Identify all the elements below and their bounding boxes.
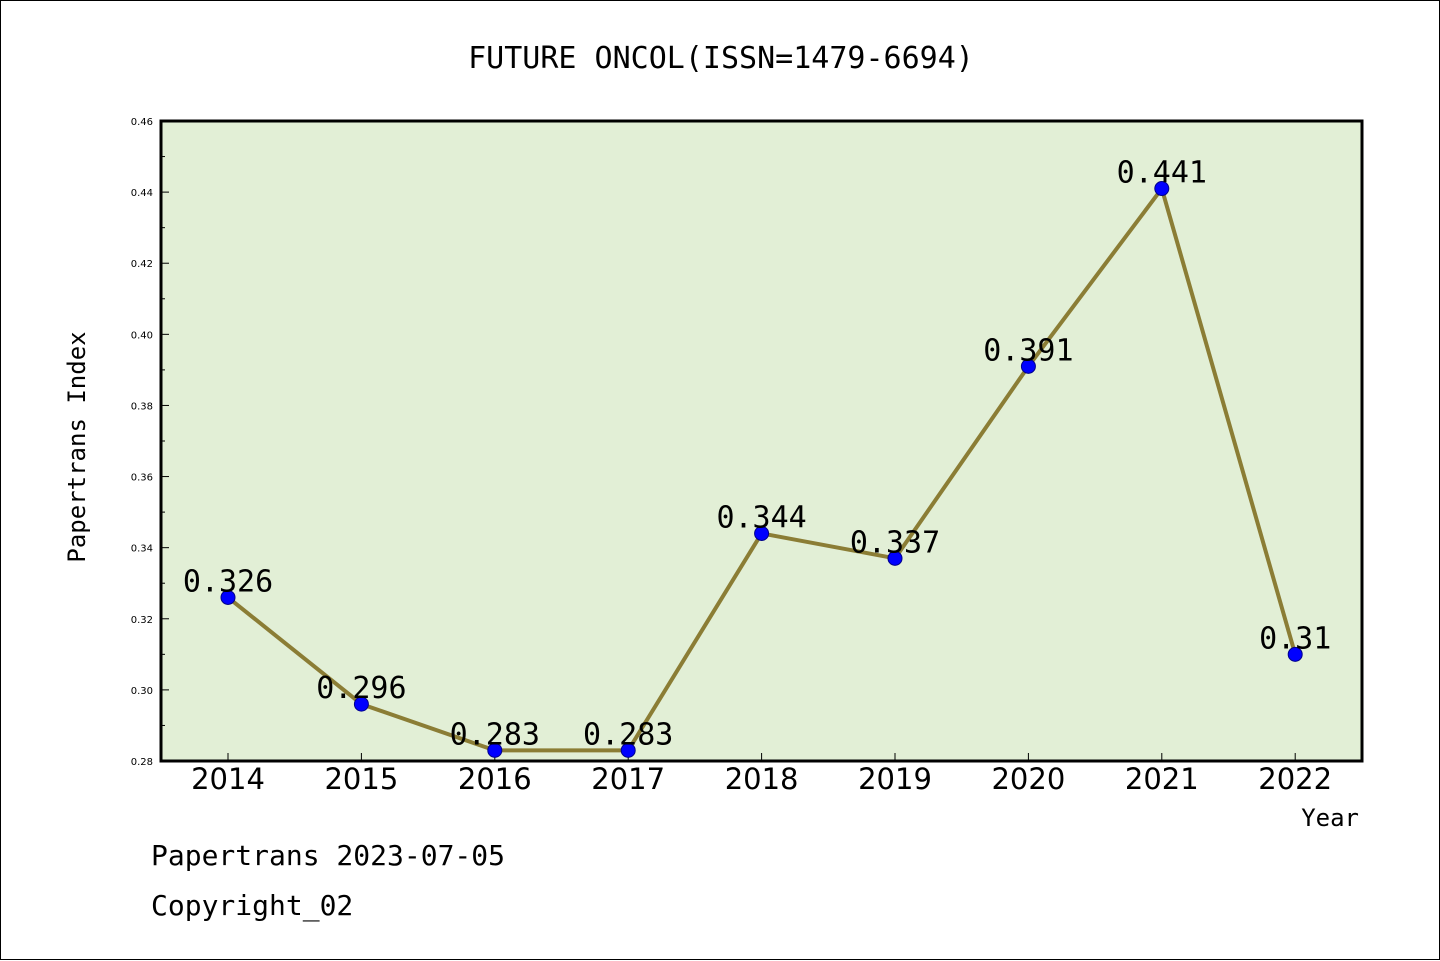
x-tick-label: 2015 xyxy=(324,762,398,796)
y-tick-label: 0.34 xyxy=(131,544,153,555)
data-label: 0.441 xyxy=(1117,156,1207,191)
data-point xyxy=(1287,646,1303,662)
y-axis-label: Papertrans Index xyxy=(63,331,91,562)
y-tick-label: 0.28 xyxy=(131,757,153,768)
y-tick-label: 0.38 xyxy=(131,401,153,412)
data-label: 0.337 xyxy=(850,525,940,560)
data-point xyxy=(620,742,636,758)
y-tick-label: 0.42 xyxy=(131,259,153,270)
data-point xyxy=(1154,181,1170,197)
data-point xyxy=(487,742,503,758)
y-tick-label: 0.36 xyxy=(131,473,153,484)
x-axis: 2014 2015 2016 2017 2018 2019 2020 2021 2022 xyxy=(191,753,1332,796)
data-label: 0.326 xyxy=(183,564,273,599)
y-tick-label: 0.44 xyxy=(131,188,153,199)
footer-copyright: Copyright_02 xyxy=(151,889,353,923)
chart-title: FUTURE ONCOL(ISSN=1479-6694) xyxy=(468,41,974,76)
y-axis: 0.28 0.30 0.32 0.34 0.36 0.38 0.40 0.42 0.44 0.46 xyxy=(131,117,169,768)
x-tick-label: 2022 xyxy=(1258,762,1332,796)
data-point xyxy=(754,525,770,541)
x-tick-label: 2021 xyxy=(1125,762,1199,796)
data-point xyxy=(220,589,236,605)
data-label: 0.283 xyxy=(450,717,540,752)
data-points xyxy=(220,181,1303,758)
data-label: 0.344 xyxy=(716,500,806,535)
data-label: 0.31 xyxy=(1259,621,1331,656)
data-label: 0.296 xyxy=(316,671,406,706)
data-point xyxy=(353,696,369,712)
y-tick-label: 0.46 xyxy=(131,117,153,128)
y-tick-label: 0.32 xyxy=(131,615,153,626)
data-labels: 0.326 0.296 0.283 0.283 0.344 0.337 0.391 0.441… xyxy=(183,156,1331,753)
plot-area xyxy=(159,119,1364,763)
x-tick-label: 2019 xyxy=(858,762,932,796)
x-axis-label: Year xyxy=(1301,804,1359,832)
x-tick-label: 2014 xyxy=(191,762,265,796)
footer-date: Papertrans 2023-07-05 xyxy=(151,839,505,872)
x-tick-label: 2020 xyxy=(991,762,1065,796)
x-tick-label: 2018 xyxy=(725,762,799,796)
x-tick-label: 2017 xyxy=(591,762,665,796)
data-label: 0.391 xyxy=(983,333,1073,368)
data-label: 0.283 xyxy=(583,717,673,752)
data-point xyxy=(887,550,903,566)
data-point xyxy=(1020,358,1036,374)
y-tick-label: 0.30 xyxy=(131,686,153,697)
y-tick-label: 0.40 xyxy=(131,330,153,341)
x-tick-label: 2016 xyxy=(458,762,532,796)
